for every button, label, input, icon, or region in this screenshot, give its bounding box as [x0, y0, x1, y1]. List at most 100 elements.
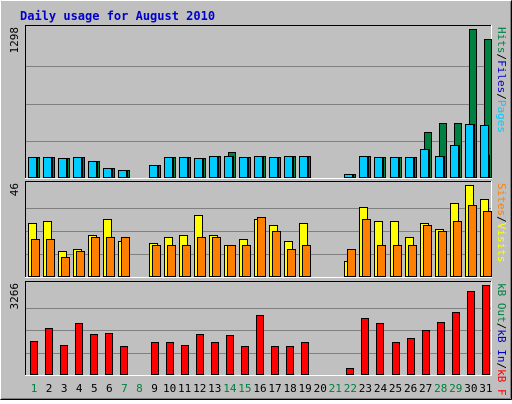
day-label-9: 9 [151, 382, 158, 395]
bar-kb-f-day-22 [346, 368, 354, 375]
day-label-26: 26 [404, 382, 417, 395]
day-label-24: 24 [374, 382, 388, 395]
bar-kb-f-day-11 [181, 345, 189, 375]
bar-sites-day-5 [91, 237, 100, 277]
legend-item: Files [495, 60, 508, 93]
legend-item: Visits [495, 223, 508, 263]
legend-item: Sites [495, 183, 508, 216]
bar-pages-day-1 [28, 157, 37, 178]
bar-kb-f-day-5 [90, 334, 98, 375]
bar-kb-f-day-15 [241, 346, 249, 375]
bar-pages-day-2 [43, 157, 52, 178]
bar-sites-day-18 [287, 249, 296, 277]
bar-pages-day-12 [194, 158, 203, 178]
bar-pages-day-30 [465, 124, 474, 178]
bar-pages-day-28 [435, 156, 444, 178]
bar-sites-day-13 [212, 237, 221, 277]
bar-sites-day-28 [438, 231, 447, 277]
bar-sites-day-11 [182, 245, 191, 277]
bar-kb-f-day-28 [437, 322, 445, 375]
bar-pages-day-22 [344, 174, 353, 178]
legend-2: Sites/Visits [495, 183, 508, 263]
day-label-10: 10 [163, 382, 176, 395]
day-label-17: 17 [268, 382, 281, 395]
bar-sites-day-27 [423, 225, 432, 277]
bar-kb-f-day-19 [301, 342, 309, 375]
bar-kb-f-day-16 [256, 315, 264, 375]
bar-pages-day-17 [269, 157, 278, 178]
bar-pages-day-19 [299, 156, 308, 178]
day-label-3: 3 [61, 382, 68, 395]
y-max-label: 1298 [8, 27, 21, 54]
bar-sites-day-3 [61, 257, 70, 277]
legend-item: kB Out [495, 283, 508, 323]
bar-pages-day-24 [374, 157, 383, 178]
bar-pages-day-5 [88, 161, 97, 178]
bar-kb-f-day-14 [226, 335, 234, 375]
day-label-11: 11 [178, 382, 191, 395]
day-label-15: 15 [238, 382, 251, 395]
legend-item: / [495, 54, 508, 61]
bar-kb-f-day-9 [151, 342, 159, 375]
bar-sites-day-30 [468, 205, 477, 277]
chart-title: Daily usage for August 2010 [20, 9, 215, 23]
bar-sites-day-23 [362, 219, 371, 277]
bar-sites-day-31 [483, 211, 492, 277]
bar-sites-day-1 [31, 239, 40, 277]
bar-kb-f-day-23 [361, 318, 369, 375]
bar-sites-day-15 [242, 245, 251, 277]
bar-kb-f-day-17 [271, 346, 279, 375]
bar-kb-f-day-4 [75, 323, 83, 375]
day-label-18: 18 [283, 382, 296, 395]
day-label-4: 4 [76, 382, 83, 395]
day-label-1: 1 [31, 382, 38, 395]
panel-3: 3266 kB Out/kB In/kB F [8, 281, 508, 396]
bar-sites-day-25 [393, 245, 402, 277]
bar-sites-day-22 [347, 249, 356, 277]
bar-sites-day-16 [257, 217, 266, 277]
day-label-29: 29 [449, 382, 462, 395]
day-label-7: 7 [121, 382, 128, 395]
bar-kb-f-day-2 [45, 328, 53, 375]
bar-pages-day-6 [103, 168, 112, 178]
legend-item: / [495, 93, 508, 100]
legend-item: / [495, 216, 508, 223]
bar-sites-day-2 [46, 239, 55, 277]
bar-kb-f-day-18 [286, 346, 294, 375]
day-label-5: 5 [91, 382, 98, 395]
bar-pages-day-23 [359, 156, 368, 178]
day-label-6: 6 [106, 382, 113, 395]
bar-kb-f-day-12 [196, 334, 204, 375]
plot-background [25, 25, 492, 179]
bar-kb-f-day-13 [211, 342, 219, 375]
day-label-20: 20 [314, 382, 327, 395]
day-label-22: 22 [344, 382, 357, 395]
day-label-14: 14 [223, 382, 237, 395]
legend-3: kB Out/kB In/kB F [495, 283, 508, 396]
bar-sites-day-24 [377, 245, 386, 277]
bar-kb-f-day-31 [482, 285, 490, 375]
bar-kb-f-day-3 [60, 345, 68, 375]
day-label-30: 30 [464, 382, 477, 395]
bar-kb-f-day-29 [452, 312, 460, 375]
bar-sites-day-14 [227, 245, 236, 277]
bar-kb-f-day-25 [392, 342, 400, 375]
bar-sites-day-6 [106, 237, 115, 277]
bar-pages-day-13 [209, 156, 218, 178]
bar-kb-f-day-6 [105, 333, 113, 375]
legend-item: kB In [495, 329, 508, 362]
day-label-31: 31 [479, 382, 492, 395]
day-label-27: 27 [419, 382, 432, 395]
bar-sites-day-19 [302, 245, 311, 277]
bar-sites-day-7 [121, 237, 130, 277]
bar-pages-day-25 [390, 157, 399, 178]
legend-item: kB F [495, 369, 508, 396]
bar-pages-day-4 [73, 157, 82, 178]
y-max-label: 46 [8, 183, 21, 196]
bar-kb-f-day-27 [422, 330, 430, 375]
bar-pages-day-18 [284, 156, 293, 178]
bar-pages-day-7 [118, 170, 127, 178]
bar-sites-day-12 [197, 237, 206, 277]
y-max-label: 3266 [8, 283, 21, 310]
